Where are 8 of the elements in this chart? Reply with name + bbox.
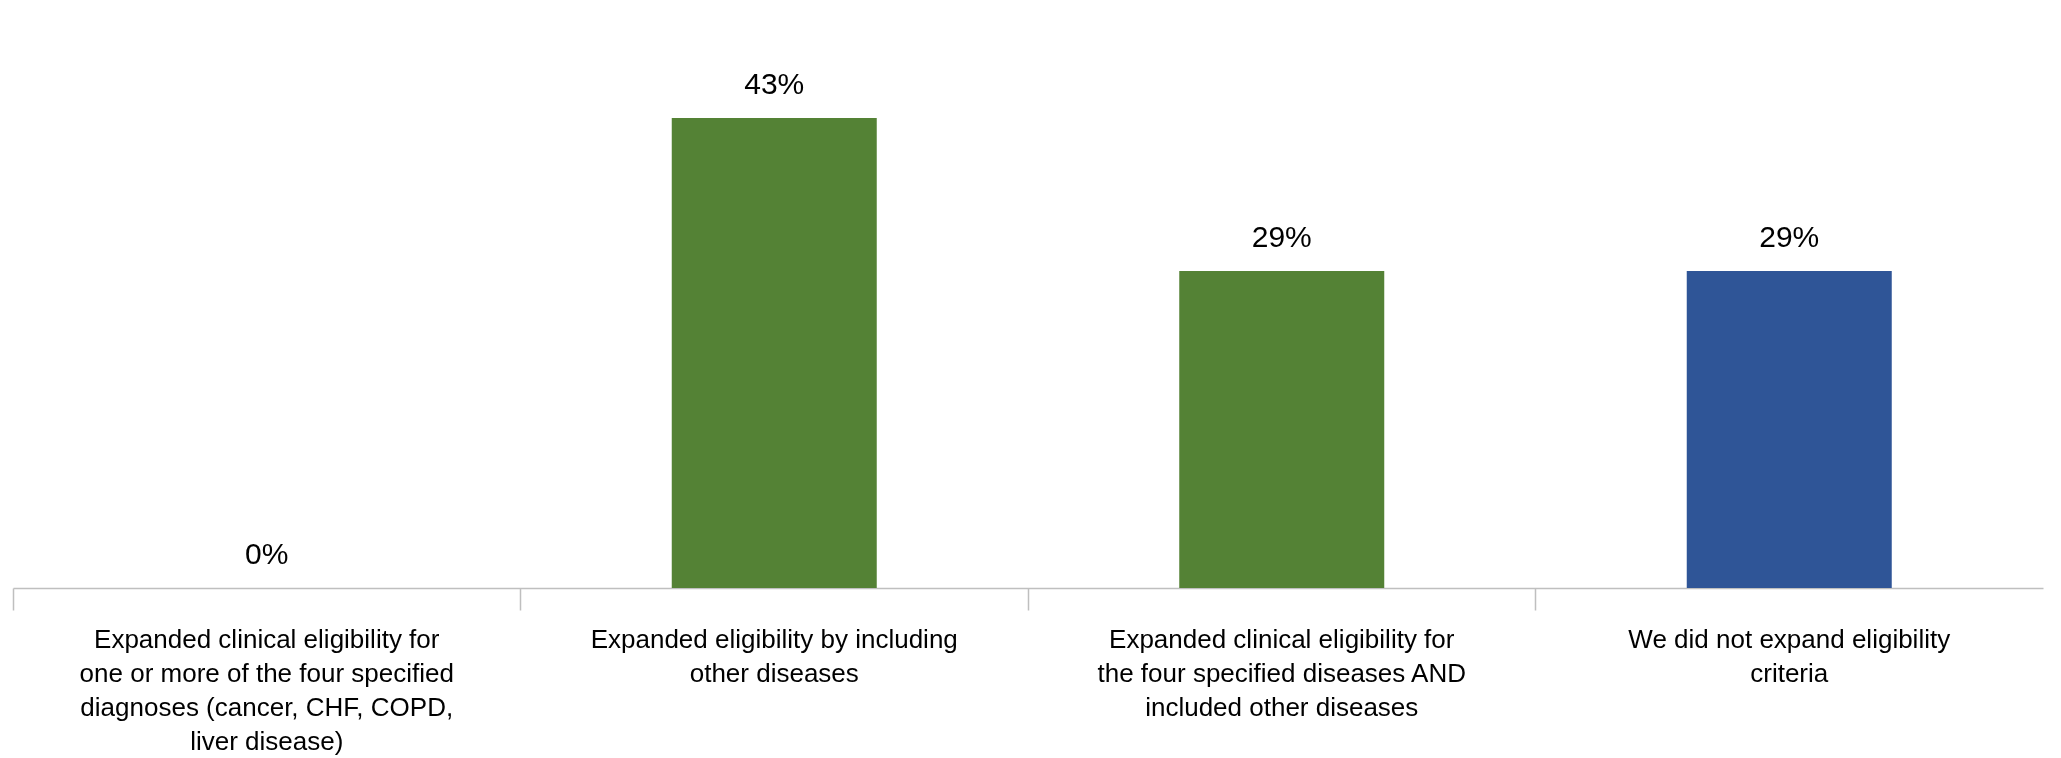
- x-tick-label: Expanded eligibility by including other diseases: [590, 623, 958, 688]
- data-label: 29%: [1759, 220, 1820, 254]
- data-label: 29%: [1251, 220, 1312, 254]
- x-tick-label: Expanded clinical eligibility for the four specified diseases AND included other diseases: [1097, 623, 1467, 722]
- x-tick-label: Expanded clinical eligibility for one or more of the four specified diagnoses (cancer, CHF, COPD, liver disease): [79, 623, 454, 756]
- data-label: 43%: [744, 67, 805, 100]
- x-tick-label: We did not expand eligibility criteria: [1628, 623, 1951, 688]
- data-label: 0%: [245, 537, 289, 570]
